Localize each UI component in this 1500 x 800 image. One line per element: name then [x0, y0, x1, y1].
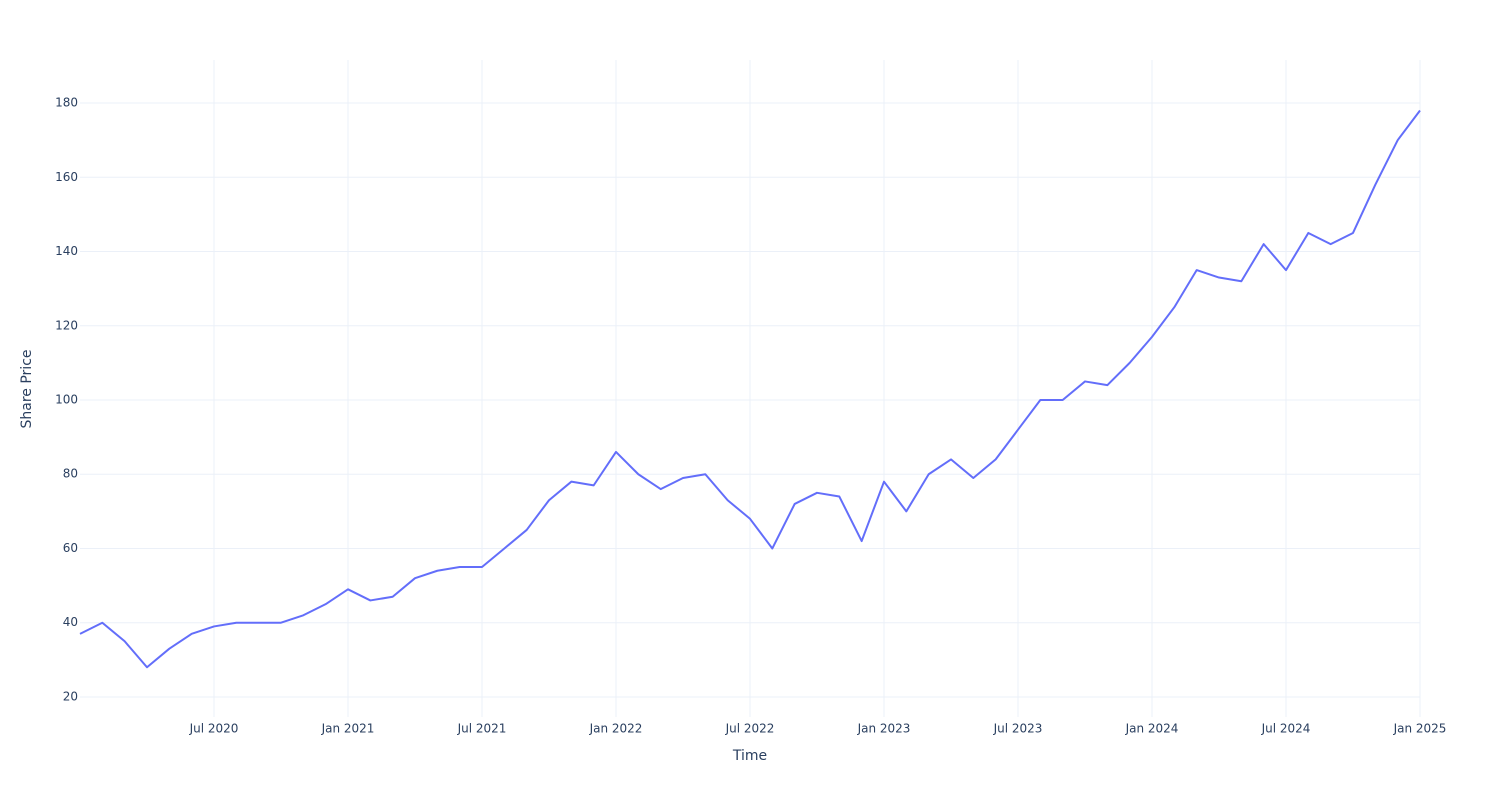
y-tick-label: 60	[63, 541, 78, 555]
y-axis-title: Share Price	[19, 349, 35, 428]
y-tick-label: 140	[55, 244, 78, 258]
y-tick-label: 120	[55, 318, 78, 332]
x-tick-label: Jul 2021	[457, 722, 507, 736]
y-tick-label: 160	[55, 170, 78, 184]
price-line	[79, 109, 1421, 669]
y-tick-label: 180	[55, 96, 78, 110]
y-tick-label: 100	[55, 393, 78, 407]
x-tick-label: Jul 2024	[1261, 722, 1311, 736]
x-tick-label: Jul 2023	[993, 722, 1043, 736]
x-tick-label: Jan 2021	[321, 722, 375, 736]
y-tick-label: 40	[63, 615, 78, 629]
x-axis-title: Time	[732, 748, 767, 764]
x-tick-label: Jan 2022	[589, 722, 643, 736]
x-tick-label: Jan 2024	[1125, 722, 1179, 736]
x-tick-label: Jul 2020	[189, 722, 239, 736]
y-tick-label: 20	[63, 689, 78, 703]
x-tick-label: Jul 2022	[725, 722, 775, 736]
x-tick-label: Jan 2023	[857, 722, 911, 736]
x-tick-label: Jan 2025	[1393, 722, 1447, 736]
grid	[80, 60, 1421, 717]
y-tick-label: 80	[63, 467, 78, 481]
